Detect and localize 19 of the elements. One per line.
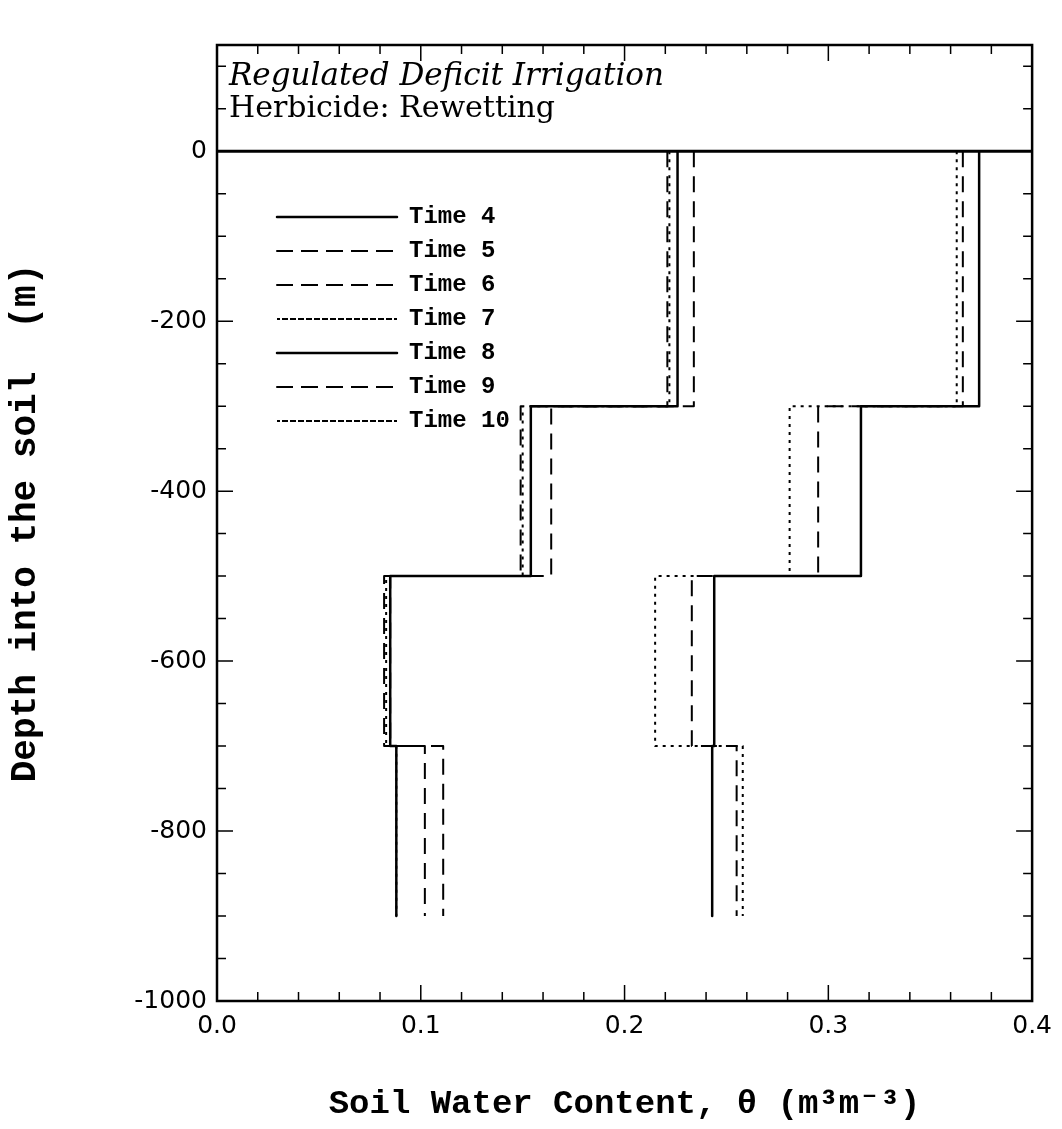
y-tick-label: -600	[150, 644, 207, 674]
legend-label: Time 8	[409, 339, 496, 367]
chart-title: Regulated Deficit Irrigation	[228, 56, 664, 92]
legend-label: Time 4	[409, 203, 496, 231]
legend-label: Time 6	[409, 271, 496, 299]
y-axis-title: Depth into the soil (m)	[4, 263, 46, 783]
x-axis-title: Soil Water Content, θ (m³m⁻³)	[328, 1085, 921, 1124]
x-tick-label: 0.4	[1012, 1009, 1052, 1039]
legend-label: Time 5	[409, 237, 496, 265]
legend-label: Time 7	[409, 305, 496, 333]
y-tick-label: -400	[150, 474, 207, 504]
y-tick-label: -800	[150, 814, 207, 844]
x-tick-label: 0.1	[400, 1009, 441, 1039]
y-tick-label: -200	[150, 304, 207, 334]
legend-label: Time 9	[409, 373, 496, 401]
x-tick-label: 0.3	[808, 1009, 849, 1039]
legend-label: Time 10	[409, 407, 510, 435]
y-tick-label: 0	[191, 134, 207, 164]
x-tick-label: 0.2	[604, 1009, 645, 1039]
